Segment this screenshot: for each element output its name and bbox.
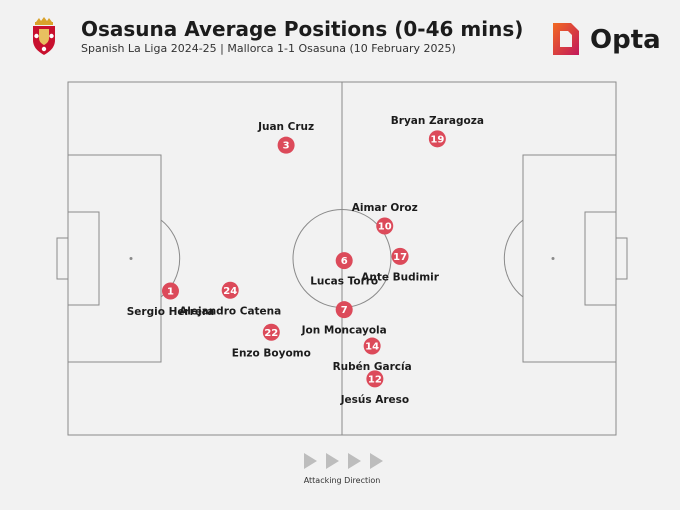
player-marker (277, 136, 295, 154)
right-penalty-area (522, 154, 617, 363)
player-19: 19 Bryan Zaragoza (391, 115, 484, 148)
player-name-label: Ante Budimir (361, 271, 440, 283)
arrow-icon (348, 453, 361, 469)
chart-subtitle: Spanish La Liga 2024-25 | Mallorca 1-1 O… (81, 42, 456, 55)
player-name-label: Sergio Herrera (127, 306, 215, 318)
player-name-label: Juan Cruz (257, 121, 314, 133)
right-six-yard-box (584, 211, 617, 306)
player-marker (335, 252, 353, 270)
player-marker (262, 323, 280, 341)
player-1: 1 Sergio Herrera (127, 282, 215, 318)
player-marker (366, 370, 384, 388)
opta-brand-text: Opta (590, 25, 661, 55)
pitch-markings (56, 81, 628, 436)
left-goal (56, 237, 69, 280)
player-number: 22 (264, 328, 278, 339)
player-22: 22 Enzo Boyomo (232, 323, 311, 359)
player-name-label: Bryan Zaragoza (391, 115, 484, 127)
arrow-icon (304, 453, 317, 469)
player-name-label: Rubén García (333, 361, 412, 373)
player-number: 17 (393, 252, 407, 263)
player-number: 24 (223, 286, 237, 297)
arrow-icon (370, 453, 383, 469)
player-17: 17 Ante Budimir (361, 247, 440, 283)
opta-logo-icon (553, 23, 579, 55)
player-10: 10 Aimar Oroz (352, 202, 418, 235)
player-3: 3 Juan Cruz (257, 121, 314, 154)
left-six-yard-box (67, 211, 100, 306)
player-marker (428, 130, 446, 148)
player-12: 12 Jesús Areso (340, 370, 410, 406)
left-penalty-spot (129, 257, 133, 260)
player-24: 24 Alejandro Catena (179, 281, 281, 317)
right-goal (615, 237, 628, 280)
player-number: 3 (283, 141, 290, 152)
player-number: 10 (378, 222, 392, 233)
attacking-direction-arrows (304, 453, 383, 469)
player-name-label: Jesús Areso (340, 394, 410, 406)
player-number: 19 (430, 134, 444, 145)
player-marker (221, 281, 239, 299)
player-name-label: Jon Moncayola (301, 325, 387, 337)
player-7: 7 Jon Moncayola (301, 301, 387, 337)
osasuna-crest-icon (33, 17, 55, 55)
chart-title: Osasuna Average Positions (0-46 mins) (81, 17, 524, 41)
player-marker (335, 301, 353, 319)
player-marker (391, 247, 409, 265)
player-number: 12 (368, 374, 382, 385)
right-penalty-spot (551, 257, 555, 260)
player-marker (363, 337, 381, 355)
player-name-label: Lucas Torró (310, 276, 378, 288)
player-marker (161, 282, 179, 300)
right-penalty-arc (503, 219, 524, 298)
player-name-label: Enzo Boyomo (232, 347, 311, 359)
player-markers: 1 Sergio Herrera 24 Alejandro Catena 3 Juan C… (127, 115, 484, 406)
player-name-label: Aimar Oroz (352, 202, 418, 214)
player-number: 1 (167, 286, 174, 297)
player-6: 6 Lucas Torró (310, 252, 378, 288)
player-14: 14 Rubén García (333, 337, 412, 373)
attacking-direction-label: Attacking Direction (303, 476, 381, 485)
header: Osasuna Average Positions (0-46 mins) Sp… (0, 0, 680, 70)
left-penalty-area (67, 154, 162, 363)
player-number: 14 (365, 342, 379, 353)
player-name-label: Alejandro Catena (179, 305, 281, 317)
player-marker (376, 217, 394, 235)
player-number: 6 (341, 256, 348, 267)
arrow-icon (326, 453, 339, 469)
player-number: 7 (341, 305, 348, 316)
